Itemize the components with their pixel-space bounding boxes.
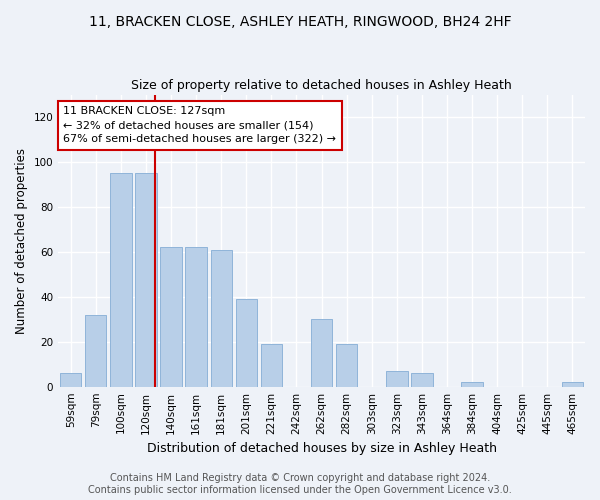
Bar [261, 344, 282, 387]
Bar [110, 173, 131, 386]
Bar [60, 373, 82, 386]
Bar [336, 344, 358, 387]
Bar [562, 382, 583, 386]
Text: 11, BRACKEN CLOSE, ASHLEY HEATH, RINGWOOD, BH24 2HF: 11, BRACKEN CLOSE, ASHLEY HEATH, RINGWOO… [89, 15, 511, 29]
Y-axis label: Number of detached properties: Number of detached properties [15, 148, 28, 334]
Bar [185, 248, 207, 386]
Bar [411, 373, 433, 386]
Bar [461, 382, 483, 386]
Bar [136, 173, 157, 386]
Text: 11 BRACKEN CLOSE: 127sqm
← 32% of detached houses are smaller (154)
67% of semi-: 11 BRACKEN CLOSE: 127sqm ← 32% of detach… [64, 106, 337, 144]
Bar [211, 250, 232, 386]
Bar [160, 248, 182, 386]
Text: Contains HM Land Registry data © Crown copyright and database right 2024.
Contai: Contains HM Land Registry data © Crown c… [88, 474, 512, 495]
Bar [386, 371, 407, 386]
Title: Size of property relative to detached houses in Ashley Heath: Size of property relative to detached ho… [131, 79, 512, 92]
Bar [236, 299, 257, 386]
X-axis label: Distribution of detached houses by size in Ashley Heath: Distribution of detached houses by size … [146, 442, 497, 455]
Bar [85, 315, 106, 386]
Bar [311, 320, 332, 386]
